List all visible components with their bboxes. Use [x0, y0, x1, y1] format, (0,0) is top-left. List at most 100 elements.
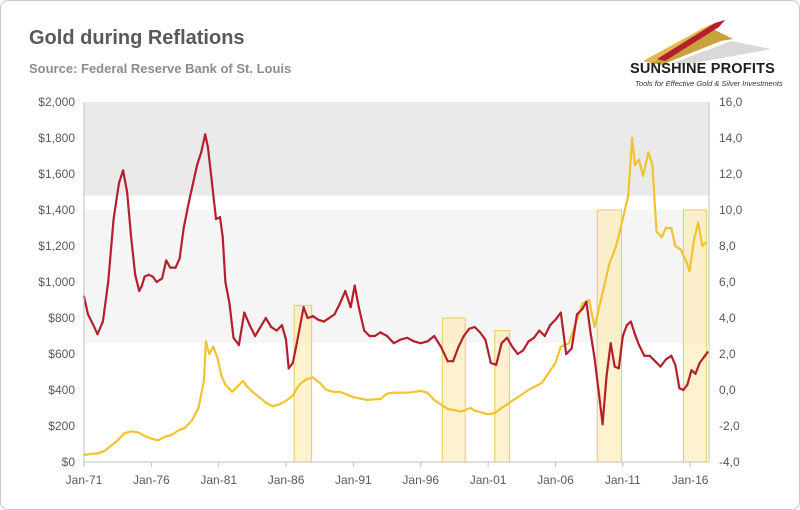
red-segment [210, 181, 218, 221]
gold-segment [325, 388, 335, 393]
red-segment [484, 338, 492, 365]
red-segment [353, 284, 360, 309]
red-segment [151, 275, 158, 284]
gold-segment [338, 390, 355, 399]
gold-segment [513, 388, 530, 401]
x-tick-label: Jan-01 [470, 473, 507, 487]
y-left-axis: $0 $200 $400 $600 $800 $1,000 $1,200 $1,400 $1,6… [38, 95, 75, 469]
gold-segment [305, 376, 315, 381]
red-segment [682, 383, 689, 392]
x-tick-label: Jan-76 [133, 473, 170, 487]
y-left-tick-label: $800 [48, 311, 75, 325]
gold-segment [647, 151, 654, 167]
gold-segment [216, 356, 223, 377]
red-segment [363, 329, 371, 338]
red-segment [629, 320, 637, 336]
red-segment [92, 324, 99, 336]
gold-segment [103, 444, 113, 453]
red-segment [419, 340, 429, 345]
red-segment [637, 343, 646, 357]
red-segment [112, 181, 121, 221]
gold-segment [379, 392, 389, 401]
x-tick-label: Jan-86 [268, 473, 305, 487]
chart-subtitle: Source: Federal Reserve Bank of St. Loui… [29, 61, 292, 76]
gold-segment [264, 401, 274, 408]
gold-segment [311, 376, 321, 384]
red-segment [204, 133, 209, 149]
gold-segment [204, 340, 211, 356]
gold-segment [641, 151, 650, 177]
gold-segment [352, 396, 368, 401]
gold-segment [426, 391, 436, 401]
gold-segment [150, 437, 160, 442]
gold-segment [460, 406, 472, 413]
chart-title: Gold during Reflations [29, 27, 245, 49]
gold-segment [251, 390, 261, 399]
gold-segment [554, 345, 562, 365]
red-segment [452, 345, 460, 363]
gold-segment [109, 439, 119, 447]
red-segment [521, 340, 530, 352]
gold-segment [116, 432, 126, 442]
gold-segment [96, 450, 106, 455]
red-segment [254, 325, 262, 338]
red-segment [386, 334, 395, 345]
gold-segment [212, 345, 219, 359]
gold-segment [220, 374, 227, 386]
gold-segment [365, 397, 382, 401]
shaded-periods [293, 209, 707, 463]
gold-segment [697, 221, 704, 248]
gold-segment [701, 241, 708, 248]
gold-segment [318, 381, 328, 392]
gold-segment [593, 291, 604, 329]
x-tick-label: Jan-96 [402, 473, 439, 487]
gold-segment [82, 452, 99, 456]
y-left-tick-label: $1,600 [38, 167, 75, 181]
red-segment [505, 336, 514, 348]
gold-segment [183, 419, 193, 429]
red-segment [206, 145, 214, 185]
red-segment [101, 280, 110, 323]
red-segment [333, 302, 341, 316]
red-segment [295, 320, 302, 345]
red-segment [221, 235, 227, 284]
gold-segment [231, 385, 239, 393]
red-segment [495, 342, 503, 366]
red-segment [670, 354, 677, 366]
red-segment [597, 388, 604, 426]
gold-segment [527, 381, 544, 392]
y-left-tick-label: $200 [48, 419, 75, 433]
y-left-tick-label: $0 [62, 455, 76, 469]
gold-segment [487, 411, 496, 416]
red-segment [287, 361, 294, 370]
gold-segment [614, 217, 624, 248]
y-right-tick-label: 12,0 [719, 167, 743, 181]
y-left-tick-label: $1,800 [38, 131, 75, 145]
y-left-tick-label: $400 [48, 383, 75, 397]
x-tick-label: Jan-06 [537, 473, 574, 487]
gold-segment [271, 403, 281, 408]
red-segment [96, 320, 105, 336]
gold-segment [601, 262, 611, 294]
red-segment [284, 338, 290, 370]
gold-segment [130, 430, 139, 434]
y-right-tick-label: 0,0 [719, 383, 736, 397]
red-segment [698, 356, 705, 365]
y-right-tick-label: 10,0 [719, 203, 743, 217]
red-segment [406, 336, 416, 343]
red-segment [633, 333, 641, 347]
red-segment [125, 190, 133, 239]
reflation-period-1 [293, 304, 313, 463]
red-segment [243, 311, 251, 327]
red-segment [218, 216, 224, 239]
gold-segment [540, 361, 557, 384]
x-axis: Jan-71 Jan-76 Jan-81 Jan-86 Jan-91 Jan-96 Jan-… [66, 462, 709, 487]
red-segment [178, 226, 185, 260]
x-tick-label: Jan-16 [672, 473, 709, 487]
reflation-period-5 [682, 209, 707, 463]
red-segment [589, 331, 596, 359]
red-segment [601, 374, 608, 426]
red-segment [107, 217, 115, 284]
y-right-tick-label: -2,0 [719, 419, 740, 433]
